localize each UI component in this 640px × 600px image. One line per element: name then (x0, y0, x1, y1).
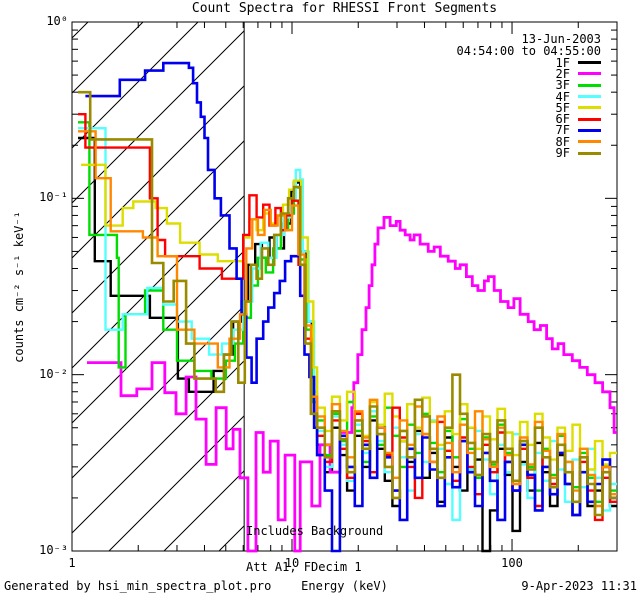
legend-entry-label: 5F (555, 100, 570, 115)
legend-entry-4F: 4F (457, 89, 601, 104)
y-tick-label: 10⁻³ (39, 543, 68, 557)
series-9F (78, 90, 617, 517)
legend-entry-8F: 8F (457, 134, 601, 149)
plot-frame (71, 21, 618, 552)
y-tick-label: 10⁻² (39, 366, 68, 381)
legend-entry-label: 4F (555, 89, 570, 104)
series-8F (78, 130, 617, 508)
legend-color-swatch (578, 95, 601, 99)
x-axis-title: Energy (keV) (301, 579, 388, 593)
legend-entry-1F: 1F (457, 55, 601, 70)
legend-entry-6F: 6F (457, 112, 601, 127)
legend-color-swatch (578, 128, 601, 132)
series-2F (87, 216, 617, 553)
x-tick-label-10: 10 (284, 556, 300, 570)
legend-entry-label: 7F (555, 123, 570, 138)
legend-entry-label: 6F (555, 112, 570, 127)
legend-entry-label: 9F (555, 146, 570, 161)
legend-entry-label: 8F (555, 134, 570, 149)
legend-color-swatch (578, 151, 601, 155)
legend-entry-2F: 2F (457, 66, 601, 81)
legend-time-range: 04:54:00 to 04:55:00 (456, 44, 602, 58)
legend-entry-label: 3F (555, 78, 570, 93)
legend: 13-Jun-2003 04:54:00 to 04:55:00 1F 2F 3F 4… (456, 32, 602, 161)
legend-entry-label: 2F (555, 66, 570, 81)
annotation-line-2: Att A1, FDecim 1 (246, 560, 362, 574)
generator-note: Generated by hsi_min_spectra_plot.pro (4, 579, 272, 593)
legend-entry-3F: 3F (457, 78, 601, 93)
hatched-attenuator-region (72, 22, 245, 551)
y-tick-label: 10⁰ (46, 14, 68, 28)
series-group (78, 61, 617, 553)
legend-color-swatch (578, 61, 601, 65)
x-tick-label-1: 1 (68, 556, 76, 570)
legend-color-swatch (578, 72, 601, 76)
legend-color-swatch (578, 106, 601, 110)
legend-color-swatch (578, 140, 601, 144)
legend-entry-5F: 5F (457, 100, 601, 115)
legend-entry-label: 1F (555, 55, 570, 70)
render-timestamp: 9-Apr-2023 11:31 (521, 579, 637, 593)
y-tick-label: 10⁻¹ (39, 190, 68, 205)
legend-date: 13-Jun-2003 (521, 32, 601, 46)
plot-annotation: Includes Background Att A1, FDecim 1 (246, 501, 383, 585)
series-5F (81, 163, 617, 471)
legend-entry-9F: 9F (457, 146, 601, 161)
legend-entry-7F: 7F (457, 123, 601, 138)
legend-color-swatch (578, 117, 601, 121)
annotation-line-1: Includes Background (246, 524, 384, 538)
x-tick-label-100: 100 (501, 556, 523, 570)
plot-title: Count Spectra for RHESSI Front Segments (191, 1, 498, 16)
legend-color-swatch (578, 83, 601, 87)
legend-entries: 1F 2F 3F 4F 5F 6F 7F 8F 9F (457, 55, 601, 161)
series-7F (85, 61, 617, 553)
